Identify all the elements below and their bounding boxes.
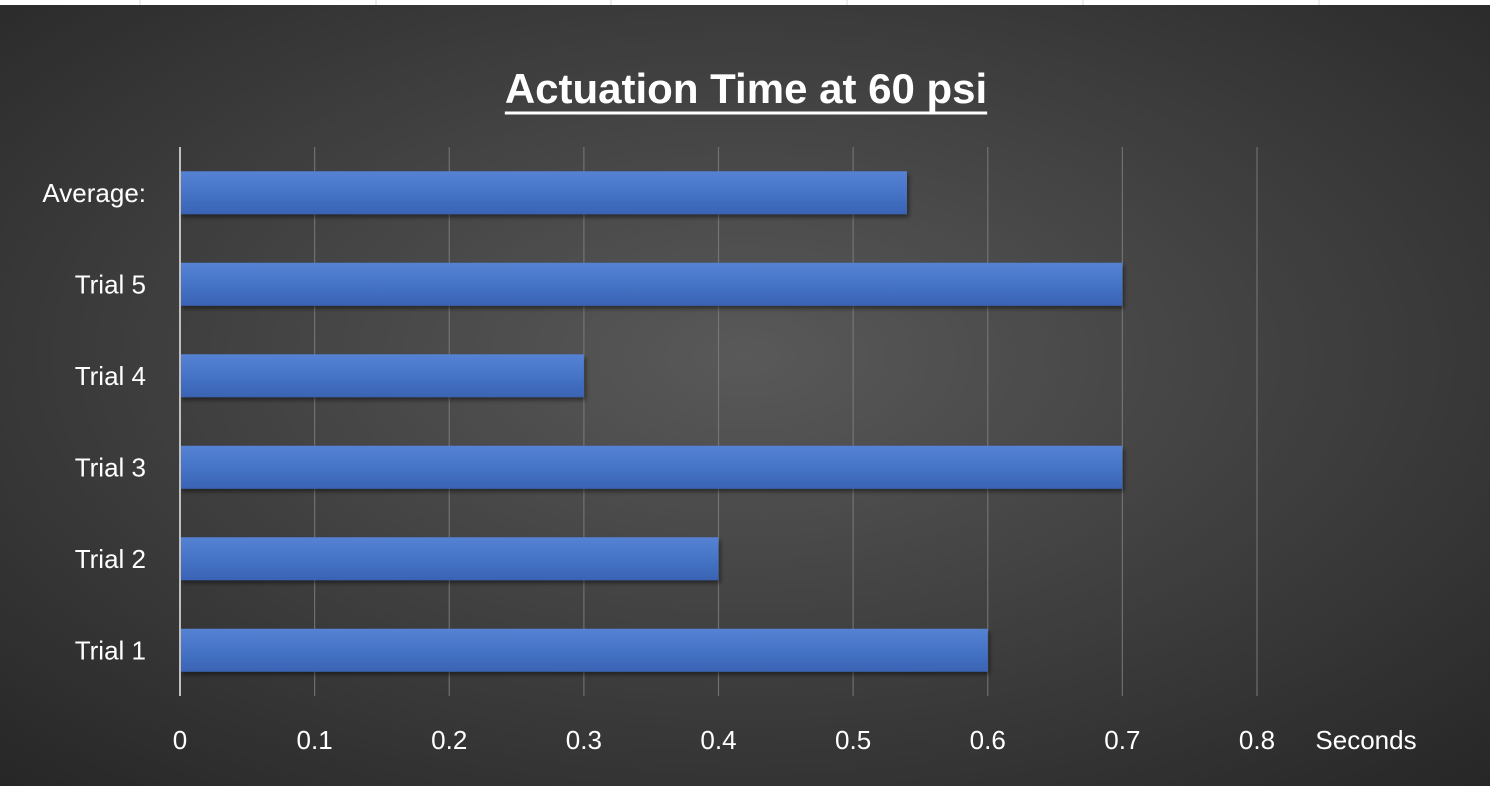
bar [180, 445, 1123, 489]
bar [180, 628, 988, 672]
value-tick-labels: 0 0.1 0.2 0.3 0.4 0.5 0.6 0.7 0.8 [173, 725, 1275, 755]
x-tick-label: 0.4 [700, 725, 736, 755]
bar [180, 171, 907, 215]
x-tick-label: 0.6 [970, 725, 1006, 755]
x-tick-label: 0.5 [835, 725, 871, 755]
category-labels: Average: Trial 5 Trial 4 Trial 3 Trial 2 Tria… [42, 178, 146, 666]
category-label: Trial 3 [75, 452, 146, 482]
category-label: Trial 4 [75, 361, 146, 391]
bar [180, 537, 719, 581]
bar [180, 262, 1123, 306]
x-tick-label: 0.8 [1239, 725, 1275, 755]
x-tick-label: 0.3 [566, 725, 602, 755]
category-label: Average: [42, 178, 146, 208]
sheet-strip [0, 0, 1490, 5]
bars [180, 171, 1123, 672]
x-tick-label: 0.1 [297, 725, 333, 755]
x-tick-label: 0.2 [431, 725, 467, 755]
x-tick-label: 0 [173, 725, 187, 755]
category-label: Trial 5 [75, 269, 146, 299]
bar [180, 354, 584, 398]
sheet-cell-dividers [139, 0, 1320, 5]
gridlines [314, 147, 1258, 696]
category-label: Trial 2 [75, 544, 146, 574]
x-axis-title: Seconds [1315, 725, 1416, 755]
x-tick-label: 0.7 [1104, 725, 1140, 755]
chart-title: Actuation Time at 60 psi [505, 65, 987, 112]
category-label: Trial 1 [75, 635, 146, 665]
